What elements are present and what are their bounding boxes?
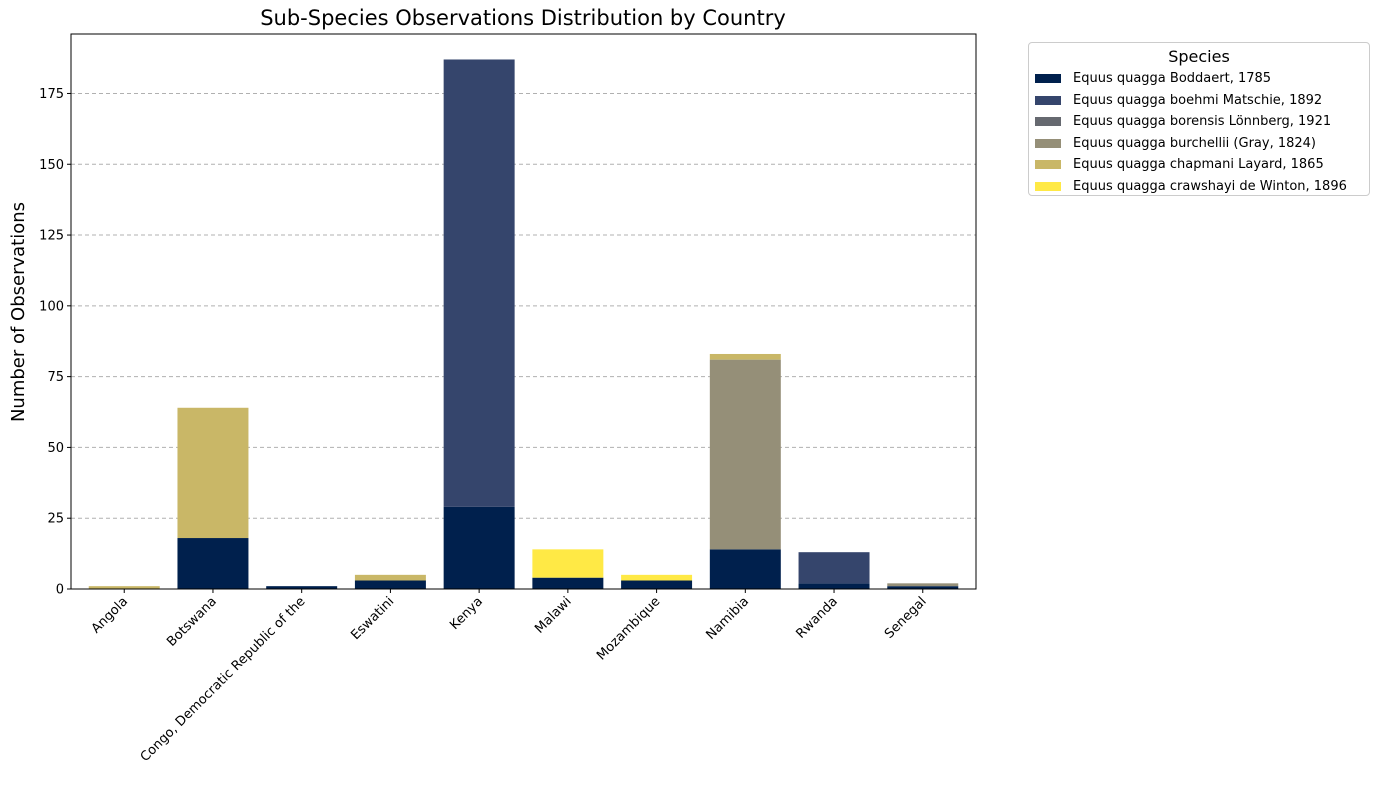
bar-segment <box>887 583 959 587</box>
legend-item: Equus quagga crawshayi de Winton, 1896 <box>1029 176 1369 198</box>
legend-item: Equus quagga boehmi Matschie, 1892 <box>1029 90 1369 112</box>
legend: Species Equus quagga Boddaert, 1785 Equus… <box>1028 42 1370 196</box>
legend-swatch <box>1035 95 1061 105</box>
legend-label: Equus quagga borensis Lönnberg, 1921 <box>1073 114 1332 130</box>
legend-item: Equus quagga borensis Lönnberg, 1921 <box>1029 111 1369 133</box>
legend-swatch <box>1035 160 1061 170</box>
bar-segment <box>443 59 515 507</box>
bar-segment <box>798 552 870 584</box>
legend-item: Equus quagga Boddaert, 1785 <box>1029 68 1369 90</box>
bar-segment <box>443 506 515 589</box>
bar-segment <box>798 583 870 589</box>
legend-item: Equus quagga chapmani Layard, 1865 <box>1029 154 1369 176</box>
y-tick-label: 0 <box>56 583 64 598</box>
y-axis-ticks: 0 25 50 75 100 125 150 175 <box>39 87 71 598</box>
bar-segment <box>709 549 781 589</box>
bar-segment <box>88 586 160 589</box>
legend-label: Equus quagga boehmi Matschie, 1892 <box>1073 92 1323 108</box>
bar-segment <box>177 407 249 539</box>
legend-title: Species <box>1168 47 1230 66</box>
legend-swatch <box>1035 117 1061 127</box>
legend-swatch <box>1035 138 1061 148</box>
legend-swatch <box>1035 181 1061 191</box>
y-tick-label: 50 <box>47 441 64 456</box>
chart-title: Sub-Species Observations Distribution by… <box>260 6 786 30</box>
y-tick-label: 125 <box>39 229 64 244</box>
bar-segment <box>532 577 604 589</box>
bar-segment <box>621 574 693 581</box>
x-tick-label: Senegal <box>882 594 930 642</box>
x-tick-label: Kenya <box>447 594 486 633</box>
bar-segment <box>709 353 781 360</box>
legend-item: Equus quagga burchellii (Gray, 1824) <box>1029 133 1369 155</box>
y-tick-label: 100 <box>39 299 64 314</box>
bar-segment <box>354 574 426 581</box>
x-tick-label: Congo, Democratic Republic of the <box>138 594 309 765</box>
legend-items: Equus quagga Boddaert, 1785 Equus quagga … <box>1029 68 1369 197</box>
bar-segment <box>266 586 338 589</box>
bar-segment <box>354 580 426 589</box>
plot-frame <box>70 33 977 590</box>
y-axis-label: Number of Observations <box>8 202 29 422</box>
x-tick-label: Mozambique <box>594 594 663 663</box>
x-tick-label: Angola <box>89 594 131 636</box>
y-tick-label: 75 <box>47 370 64 385</box>
x-tick-label: Malawi <box>532 594 574 636</box>
legend-swatch <box>1035 74 1061 84</box>
y-tick-label: 25 <box>47 512 64 527</box>
y-tick-label: 175 <box>39 87 64 102</box>
x-tick-label: Namibia <box>703 594 752 643</box>
bar-segment <box>709 359 781 550</box>
bars <box>88 59 959 589</box>
bar-segment <box>177 538 249 589</box>
x-tick-label: Botswana <box>164 594 220 650</box>
bar-segment <box>887 586 959 589</box>
y-tick-label: 150 <box>39 158 64 173</box>
legend-label: Equus quagga crawshayi de Winton, 1896 <box>1073 178 1347 194</box>
x-tick-label: Eswatini <box>348 594 397 643</box>
legend-label: Equus quagga burchellii (Gray, 1824) <box>1073 135 1316 151</box>
x-tick-label: Rwanda <box>793 594 840 641</box>
legend-label: Equus quagga chapmani Layard, 1865 <box>1073 157 1324 173</box>
bar-segment <box>621 580 693 589</box>
legend-label: Equus quagga Boddaert, 1785 <box>1073 71 1272 87</box>
bar-segment <box>532 549 604 578</box>
